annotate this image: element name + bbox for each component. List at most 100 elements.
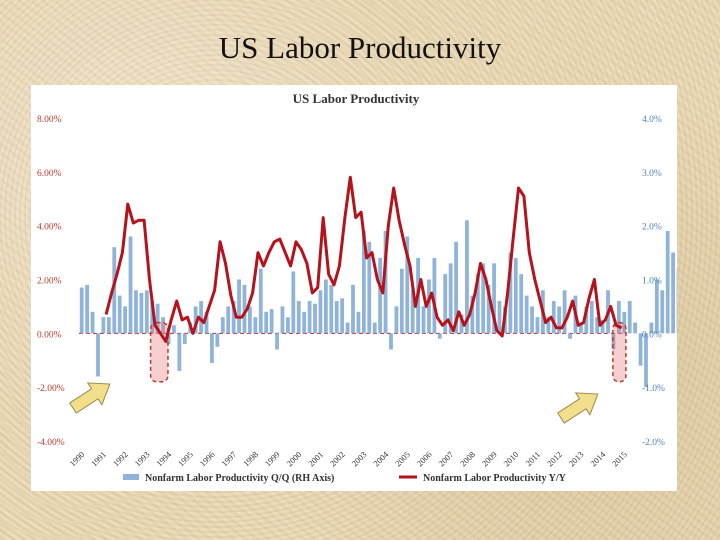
x-tick-label: 2003 xyxy=(349,449,368,468)
qq-bar xyxy=(372,322,377,334)
qq-bar xyxy=(356,311,361,334)
qq-bar xyxy=(248,306,252,334)
x-tick-label: 1991 xyxy=(89,449,108,468)
qq-bar xyxy=(470,295,475,334)
legend-label-qq: Nonfarm Labor Productivity Q/Q (RH Axis) xyxy=(145,473,334,484)
qq-bar xyxy=(144,290,149,334)
qq-bar xyxy=(492,263,496,334)
qq-bar xyxy=(258,268,263,334)
qq-bar xyxy=(649,322,654,334)
qq-bar xyxy=(334,301,339,334)
x-tick-label: 2009 xyxy=(480,449,499,468)
chart-title: US Labor Productivity xyxy=(293,91,420,106)
qq-bar xyxy=(361,231,366,334)
qq-bar xyxy=(150,301,155,334)
qq-bar xyxy=(101,317,106,334)
qq-bar xyxy=(226,306,231,334)
qq-bar xyxy=(448,263,453,334)
qq-bar xyxy=(329,284,334,334)
x-tick-label: 2012 xyxy=(545,449,564,468)
qq-bar xyxy=(421,306,426,334)
annotation-arrows xyxy=(69,382,599,424)
qq-bar xyxy=(654,279,659,334)
left-tick-label: 6.00% xyxy=(37,169,62,179)
yy-line-path xyxy=(104,175,623,343)
right-tick-label: 1.0% xyxy=(642,277,662,287)
x-tick-label: 2004 xyxy=(371,449,391,469)
qq-bar xyxy=(285,317,290,334)
qq-bar xyxy=(584,306,589,334)
left-tick-label: -4.00% xyxy=(37,438,65,448)
x-tick-label: 2011 xyxy=(523,449,542,468)
qq-bar xyxy=(215,333,220,347)
right-tick-label: -1.0% xyxy=(642,384,665,394)
qq-bar xyxy=(546,317,551,334)
x-tick-label: 2002 xyxy=(328,449,347,468)
qq-bar xyxy=(117,295,122,334)
qq-bar xyxy=(112,247,117,334)
x-tick-label: 2005 xyxy=(393,449,412,468)
qq-bar xyxy=(465,220,469,334)
qq-bar xyxy=(220,317,225,334)
qq-bar xyxy=(242,284,247,334)
qq-bar xyxy=(323,279,328,334)
qq-bar xyxy=(644,333,648,388)
x-tick-label: 1994 xyxy=(154,449,174,469)
x-tick-label: 1992 xyxy=(111,449,130,468)
qq-bar xyxy=(432,257,437,334)
x-axis: 1990 1991 1992 1993 1994 1995 1996 1997 1998 1999… xyxy=(67,449,629,469)
x-tick-label: 2006 xyxy=(415,449,434,468)
qq-bar xyxy=(96,333,100,377)
qq-bar xyxy=(389,333,393,350)
qq-bar xyxy=(280,306,285,334)
qq-bar xyxy=(475,274,480,334)
qq-bar xyxy=(307,301,312,334)
right-tick-label: -2.0% xyxy=(642,438,665,448)
productivity-chart: US Labor Productivity 8.00% 6.00% 4.00% 2.0… xyxy=(37,91,677,484)
right-arrow xyxy=(557,392,599,424)
qq-bar xyxy=(123,306,128,334)
right-tick-label: 0.0% xyxy=(642,330,662,340)
qq-bar xyxy=(340,298,345,334)
x-tick-label: 1999 xyxy=(263,449,282,468)
legend-swatch-qq xyxy=(123,474,139,480)
qq-bar xyxy=(616,301,621,334)
qq-bar xyxy=(611,333,616,350)
qq-bar xyxy=(172,325,176,334)
qq-bar xyxy=(367,241,372,334)
qq-bar xyxy=(427,279,431,334)
qq-bar xyxy=(345,322,350,334)
qq-bar xyxy=(595,317,600,334)
legend: Nonfarm Labor Productivity Q/Q (RH Axis)… xyxy=(123,473,567,484)
qq-bar xyxy=(519,274,524,334)
qq-bar xyxy=(660,290,665,334)
right-tick-label: 2.0% xyxy=(642,223,662,233)
chart-panel: US Labor Productivity 8.00% 6.00% 4.00% 2.0… xyxy=(31,85,677,491)
qq-bar xyxy=(139,292,144,334)
qq-bar xyxy=(535,317,540,334)
qq-bar xyxy=(177,333,182,372)
qq-bar xyxy=(627,301,632,334)
qq-bar xyxy=(253,317,258,334)
qq-bar xyxy=(551,301,556,334)
qq-bar xyxy=(568,333,572,339)
qq-bar xyxy=(524,295,529,334)
qq-bar xyxy=(508,252,513,334)
qq-bar xyxy=(85,284,90,334)
qq-bar xyxy=(633,322,638,334)
qq-bar xyxy=(589,301,594,334)
x-tick-label: 1997 xyxy=(219,449,238,468)
qq-bar xyxy=(405,236,410,334)
qq-bar xyxy=(90,311,95,334)
x-tick-label: 2013 xyxy=(566,449,585,468)
x-tick-label: 1995 xyxy=(176,449,195,468)
left-tick-label: 2.00% xyxy=(37,277,62,287)
qq-bar xyxy=(578,322,583,334)
x-tick-label: 1996 xyxy=(198,449,217,468)
qq-bar xyxy=(182,333,187,345)
qq-bar xyxy=(204,311,209,334)
x-tick-label: 2000 xyxy=(284,449,303,468)
right-axis: 4.0% 3.0% 2.0% 1.0% 0.0% -1.0% -2.0% xyxy=(642,115,665,448)
qq-bar xyxy=(497,301,502,334)
qq-bar xyxy=(161,317,165,334)
